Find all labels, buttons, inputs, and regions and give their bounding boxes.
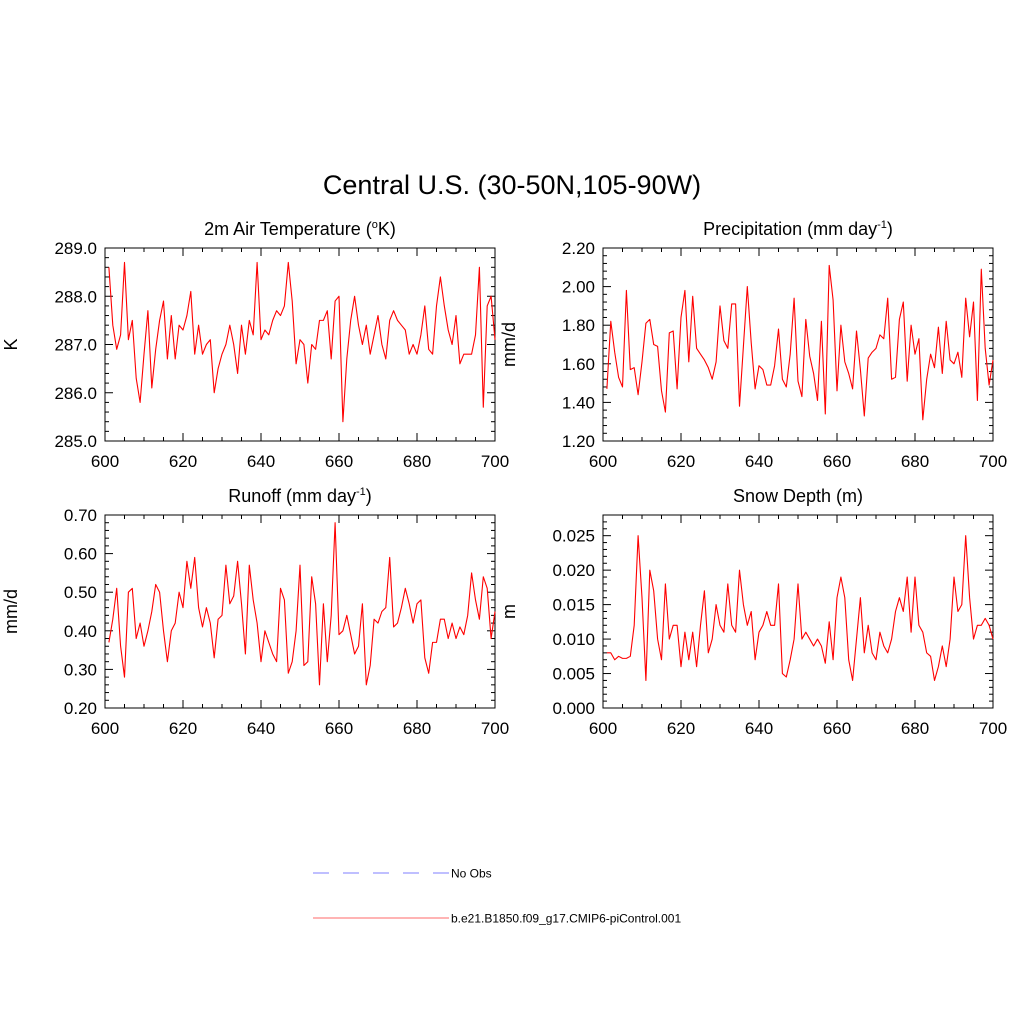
y-tick-label: 0.20 xyxy=(64,699,97,718)
x-tick-label: 660 xyxy=(823,719,851,738)
x-tick-label: 600 xyxy=(91,719,119,738)
y-axis-label-precipitation: mm/d xyxy=(499,322,519,367)
x-tick-label: 600 xyxy=(91,452,119,471)
y-tick-label: 2.00 xyxy=(562,278,595,297)
x-tick-label: 640 xyxy=(247,719,275,738)
panel-runoff: Runoff (mm day-1) mm/d 600 620 640 660 680 700 0… xyxy=(1,486,509,738)
legend-label-picontrol: b.e21.B1850.f09_g17.CMIP6-piControl.001 xyxy=(451,912,681,926)
x-tick-label: 640 xyxy=(745,452,773,471)
x-tick-label: 620 xyxy=(169,719,197,738)
x-tick-label: 600 xyxy=(589,452,617,471)
x-tick-label: 660 xyxy=(325,452,353,471)
y-tick-label: 0.025 xyxy=(552,527,595,546)
y-tick-label: 1.20 xyxy=(562,432,595,451)
y-axis-label-snow-depth: m xyxy=(499,604,519,619)
x-tick-label: 620 xyxy=(667,452,695,471)
y-tick-label: 0.010 xyxy=(552,630,595,649)
y-tick-label: 1.80 xyxy=(562,316,595,335)
panel-title-superscript: -1 xyxy=(877,219,887,231)
x-tick-label: 660 xyxy=(325,719,353,738)
panel-title-snow-depth: Snow Depth (m) xyxy=(733,486,863,506)
y-tick-label: 0.40 xyxy=(64,622,97,641)
y-tick-label: 0.60 xyxy=(64,545,97,564)
x-tick-label: 680 xyxy=(901,719,929,738)
y-tick-label: 0.000 xyxy=(552,699,595,718)
panel-title-text: Precipitation (mm day xyxy=(703,219,877,239)
y-tick-label: 0.015 xyxy=(552,596,595,615)
legend: No Obs b.e21.B1850.f09_g17.CMIP6-piContr… xyxy=(313,867,681,926)
panel-title-tail: ) xyxy=(366,486,372,506)
panel-precipitation: Precipitation (mm day-1) mm/d 600 620 640 660… xyxy=(499,219,1007,471)
x-tick-label: 640 xyxy=(745,719,773,738)
x-tick-label: 700 xyxy=(979,452,1007,471)
y-tick-label: 0.020 xyxy=(552,561,595,580)
panel-title-text: Snow Depth (m) xyxy=(733,486,863,506)
y-tick-label: 1.60 xyxy=(562,355,595,374)
y-tick-label: 289.0 xyxy=(54,239,97,258)
panel-title-superscript: o xyxy=(372,219,378,231)
panel-title-text: Runoff (mm day xyxy=(228,486,356,506)
panel-title-air-temperature: 2m Air Temperature (oK) xyxy=(204,219,396,239)
panel-title-superscript: -1 xyxy=(356,486,366,498)
x-tick-label: 640 xyxy=(247,452,275,471)
x-tick-label: 700 xyxy=(481,452,509,471)
series-line-runoff xyxy=(108,522,496,686)
y-tick-label: 0.70 xyxy=(64,506,97,525)
panel-title-text: 2m Air Temperature ( xyxy=(204,219,372,239)
x-tick-label: 680 xyxy=(403,719,431,738)
panel-title-tail: ) xyxy=(887,219,893,239)
y-axis-label-runoff: mm/d xyxy=(1,589,21,634)
x-tick-label: 620 xyxy=(169,452,197,471)
y-tick-label: 0.50 xyxy=(64,583,97,602)
y-tick-label: 1.40 xyxy=(562,393,595,412)
panel-title-precipitation: Precipitation (mm day-1) xyxy=(703,219,893,239)
y-tick-label: 0.005 xyxy=(552,665,595,684)
panel-air-temperature: 2m Air Temperature (oK) K 600 620 640 660 680 7… xyxy=(1,219,509,471)
page-title: Central U.S. (30-50N,105-90W) xyxy=(323,170,701,200)
series-line-snow-depth xyxy=(606,535,994,681)
y-tick-label: 2.20 xyxy=(562,239,595,258)
x-tick-label: 680 xyxy=(901,452,929,471)
x-tick-label: 620 xyxy=(667,719,695,738)
panel-title-tail: K) xyxy=(378,219,396,239)
y-tick-label: 0.30 xyxy=(64,660,97,679)
panel-snow-depth: Snow Depth (m) m 600 620 640 660 680 700 0.000 0.… xyxy=(499,486,1007,738)
legend-label-no-obs: No Obs xyxy=(451,867,492,881)
x-tick-label: 700 xyxy=(481,719,509,738)
y-tick-label: 285.0 xyxy=(54,432,97,451)
x-tick-label: 680 xyxy=(403,452,431,471)
y-tick-label: 288.0 xyxy=(54,287,97,306)
y-tick-label: 287.0 xyxy=(54,336,97,355)
x-tick-label: 700 xyxy=(979,719,1007,738)
series-line-air-temperature xyxy=(108,261,496,423)
series-line-precipitation xyxy=(606,264,994,421)
x-tick-label: 660 xyxy=(823,452,851,471)
y-tick-label: 286.0 xyxy=(54,384,97,403)
y-axis-label-air-temperature: K xyxy=(1,338,21,350)
x-tick-label: 600 xyxy=(589,719,617,738)
panel-title-runoff: Runoff (mm day-1) xyxy=(228,486,372,506)
